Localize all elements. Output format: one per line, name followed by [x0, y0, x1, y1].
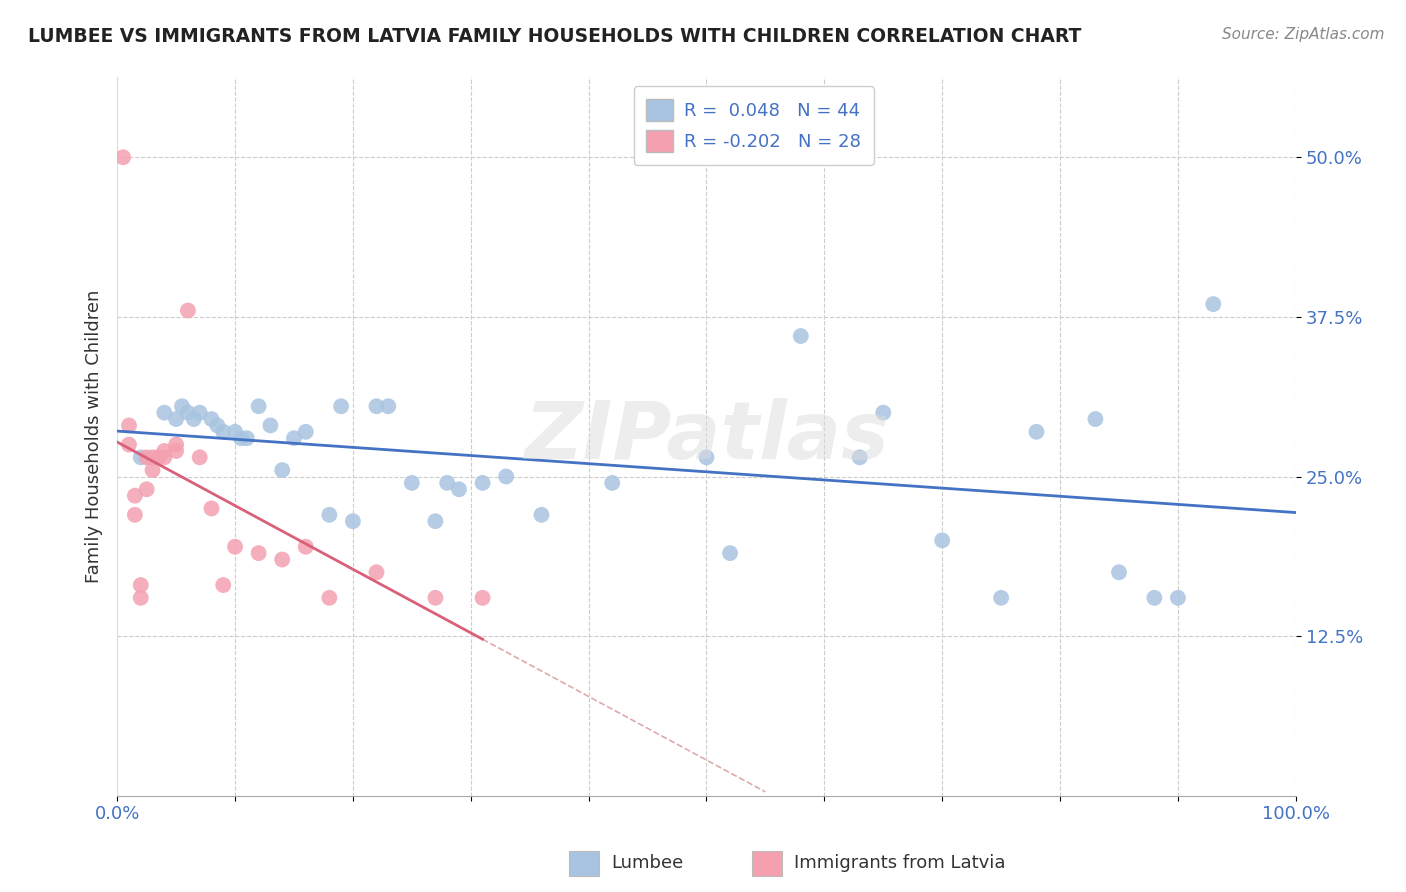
- Point: [188, 406, 211, 420]
- Point: [366, 399, 388, 413]
- Point: [118, 437, 141, 451]
- Point: [247, 399, 270, 413]
- Y-axis label: Family Households with Children: Family Households with Children: [86, 290, 103, 583]
- Point: [129, 450, 152, 465]
- Point: [118, 418, 141, 433]
- Point: [931, 533, 953, 548]
- Point: [153, 444, 176, 458]
- Point: [1167, 591, 1189, 605]
- Point: [183, 412, 205, 426]
- Point: [129, 578, 152, 592]
- Point: [177, 303, 200, 318]
- Point: [165, 412, 187, 426]
- Point: [124, 489, 146, 503]
- Point: [135, 483, 157, 497]
- Point: [129, 591, 152, 605]
- Point: [112, 150, 135, 164]
- Point: [224, 425, 246, 439]
- Point: [1084, 412, 1107, 426]
- Point: [141, 450, 163, 465]
- Point: [188, 450, 211, 465]
- Point: [872, 406, 894, 420]
- Point: [1143, 591, 1166, 605]
- Point: [330, 399, 353, 413]
- Point: [124, 508, 146, 522]
- Point: [401, 475, 423, 490]
- Point: [447, 483, 470, 497]
- Point: [1025, 425, 1047, 439]
- Point: [212, 425, 235, 439]
- Point: [212, 578, 235, 592]
- Point: [200, 501, 222, 516]
- Point: [471, 591, 494, 605]
- Point: [148, 450, 170, 465]
- Point: [224, 540, 246, 554]
- Legend: R =  0.048   N = 44, R = -0.202   N = 28: R = 0.048 N = 44, R = -0.202 N = 28: [634, 87, 873, 165]
- Point: [342, 514, 364, 528]
- Text: LUMBEE VS IMMIGRANTS FROM LATVIA FAMILY HOUSEHOLDS WITH CHILDREN CORRELATION CHA: LUMBEE VS IMMIGRANTS FROM LATVIA FAMILY …: [28, 27, 1081, 45]
- Point: [848, 450, 870, 465]
- Point: [530, 508, 553, 522]
- Point: [425, 591, 447, 605]
- Point: [425, 514, 447, 528]
- Point: [718, 546, 741, 560]
- Point: [200, 412, 222, 426]
- Point: [259, 418, 281, 433]
- Point: [318, 591, 340, 605]
- Point: [177, 406, 200, 420]
- Text: Immigrants from Latvia: Immigrants from Latvia: [794, 855, 1005, 872]
- Point: [165, 444, 187, 458]
- Point: [377, 399, 399, 413]
- Text: ZIPatlas: ZIPatlas: [524, 398, 889, 475]
- Point: [471, 475, 494, 490]
- Point: [990, 591, 1012, 605]
- Point: [436, 475, 458, 490]
- Point: [153, 406, 176, 420]
- Point: [135, 450, 157, 465]
- Point: [229, 431, 252, 445]
- Point: [695, 450, 717, 465]
- Point: [495, 469, 517, 483]
- Point: [236, 431, 259, 445]
- Point: [318, 508, 340, 522]
- Point: [271, 552, 294, 566]
- Point: [283, 431, 305, 445]
- Point: [294, 425, 316, 439]
- Point: [170, 399, 193, 413]
- Point: [1202, 297, 1225, 311]
- Text: Lumbee: Lumbee: [612, 855, 683, 872]
- Point: [790, 329, 813, 343]
- Point: [1108, 566, 1130, 580]
- Point: [366, 566, 388, 580]
- Point: [207, 418, 229, 433]
- Point: [247, 546, 270, 560]
- Point: [600, 475, 623, 490]
- Point: [153, 450, 176, 465]
- Point: [294, 540, 316, 554]
- Point: [271, 463, 294, 477]
- Point: [165, 437, 187, 451]
- Point: [141, 463, 163, 477]
- Text: Source: ZipAtlas.com: Source: ZipAtlas.com: [1222, 27, 1385, 42]
